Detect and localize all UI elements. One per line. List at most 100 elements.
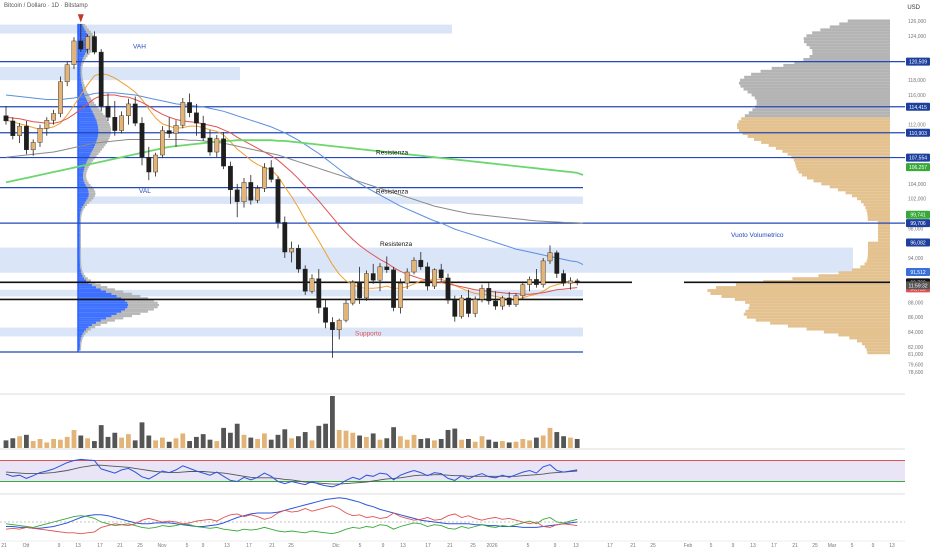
time-tick-label: 9 [554, 543, 557, 549]
candle-body[interactable] [561, 273, 567, 284]
candle-body[interactable] [323, 307, 328, 323]
price-tick-label: 116,000 [908, 93, 926, 99]
candle-body[interactable] [527, 279, 533, 285]
candle-body[interactable] [452, 299, 458, 317]
candle-body[interactable] [227, 165, 233, 191]
candle-body[interactable] [398, 282, 403, 308]
candle-body[interactable] [3, 115, 9, 122]
candle-body[interactable] [357, 282, 362, 299]
candle-body[interactable] [540, 260, 546, 285]
candle-body[interactable] [513, 295, 519, 305]
candle-body[interactable] [289, 248, 294, 253]
profile-bar-blue [78, 328, 87, 331]
candle-body[interactable] [486, 288, 492, 302]
candle-body[interactable] [207, 137, 213, 153]
profile-bar-blue [78, 290, 107, 293]
candle-body[interactable] [404, 271, 410, 284]
candle-body[interactable] [193, 112, 199, 124]
candle-body[interactable] [554, 252, 560, 274]
candle-body[interactable] [58, 81, 63, 114]
candle-body[interactable] [391, 269, 396, 308]
candle-body[interactable] [445, 277, 451, 301]
candle-body[interactable] [466, 297, 471, 314]
candle-body[interactable] [37, 128, 43, 143]
profile-bar-blue [78, 339, 81, 342]
candle-body[interactable] [275, 179, 281, 223]
candle-body[interactable] [200, 122, 206, 139]
profile-bar-gray [98, 130, 111, 133]
candle-body[interactable] [159, 130, 165, 156]
volume-bar [472, 441, 478, 448]
candle-body[interactable] [105, 105, 111, 118]
candle-body[interactable] [139, 122, 145, 158]
candle-body[interactable] [343, 302, 349, 321]
candle-body[interactable] [438, 269, 444, 279]
candle-body[interactable] [132, 103, 138, 124]
candle-body[interactable] [98, 51, 104, 107]
candle-body[interactable] [411, 259, 417, 273]
candle-body[interactable] [370, 273, 376, 281]
candle-body[interactable] [166, 130, 172, 134]
candle-body[interactable] [119, 115, 125, 131]
candle-body[interactable] [51, 113, 57, 121]
candle-body[interactable] [221, 138, 226, 167]
candle-body[interactable] [309, 278, 315, 292]
candle-body[interactable] [153, 154, 158, 173]
candle-body[interactable] [173, 125, 179, 134]
candle-body[interactable] [302, 268, 308, 292]
candle-body[interactable] [71, 40, 77, 65]
candle-body[interactable] [282, 222, 288, 253]
candle-body[interactable] [248, 182, 254, 201]
candle-body[interactable] [336, 319, 342, 330]
candle-body[interactable] [459, 297, 464, 317]
candle-body[interactable] [10, 120, 16, 136]
candle-body[interactable] [520, 284, 526, 296]
candle-body[interactable] [187, 102, 192, 113]
candle-body[interactable] [78, 40, 84, 50]
candle-body[interactable] [296, 248, 301, 270]
candle-body[interactable] [30, 142, 36, 151]
profile-bar-blue [78, 132, 99, 136]
candle-body[interactable] [91, 36, 97, 53]
candle-body[interactable] [377, 266, 383, 281]
candle-body[interactable] [330, 322, 335, 330]
profile-bar-gray [87, 48, 94, 51]
candle-body[interactable] [574, 280, 580, 283]
candle-body[interactable] [24, 125, 29, 151]
candle-body[interactable] [500, 297, 505, 307]
candle-body[interactable] [241, 182, 247, 202]
candle-body[interactable] [493, 300, 498, 307]
candle-body[interactable] [234, 189, 240, 202]
candle-body[interactable] [432, 269, 437, 287]
candle-body[interactable] [64, 64, 70, 82]
candle-body[interactable] [112, 117, 118, 131]
candle-body[interactable] [425, 266, 430, 287]
candle-body[interactable] [547, 252, 553, 262]
candle-body[interactable] [146, 157, 152, 173]
profile-bar-gray [96, 321, 108, 324]
candle-body[interactable] [180, 102, 186, 126]
candle-body[interactable] [262, 167, 267, 189]
profile-bar-gray [81, 81, 84, 84]
candle-body[interactable] [568, 280, 573, 284]
candle-body[interactable] [17, 125, 22, 136]
candle-body[interactable] [268, 167, 274, 180]
time-tick-label: 21 [630, 543, 636, 549]
candle-body[interactable] [316, 278, 322, 308]
candle-body[interactable] [364, 273, 369, 299]
candle-body[interactable] [85, 36, 91, 50]
candle-body[interactable] [255, 188, 260, 201]
candle-body[interactable] [534, 279, 539, 285]
profile-bar-tan [865, 206, 890, 210]
candle-body[interactable] [214, 138, 220, 153]
candle-body[interactable] [350, 282, 356, 304]
candle-body[interactable] [44, 120, 50, 129]
candle-body[interactable] [125, 103, 131, 116]
candle-body[interactable] [384, 266, 390, 270]
candle-body[interactable] [479, 288, 485, 300]
candle-body[interactable] [472, 299, 478, 314]
candle-body[interactable] [506, 297, 512, 305]
profile-bar-gray [79, 252, 82, 255]
candle-body[interactable] [418, 259, 424, 268]
